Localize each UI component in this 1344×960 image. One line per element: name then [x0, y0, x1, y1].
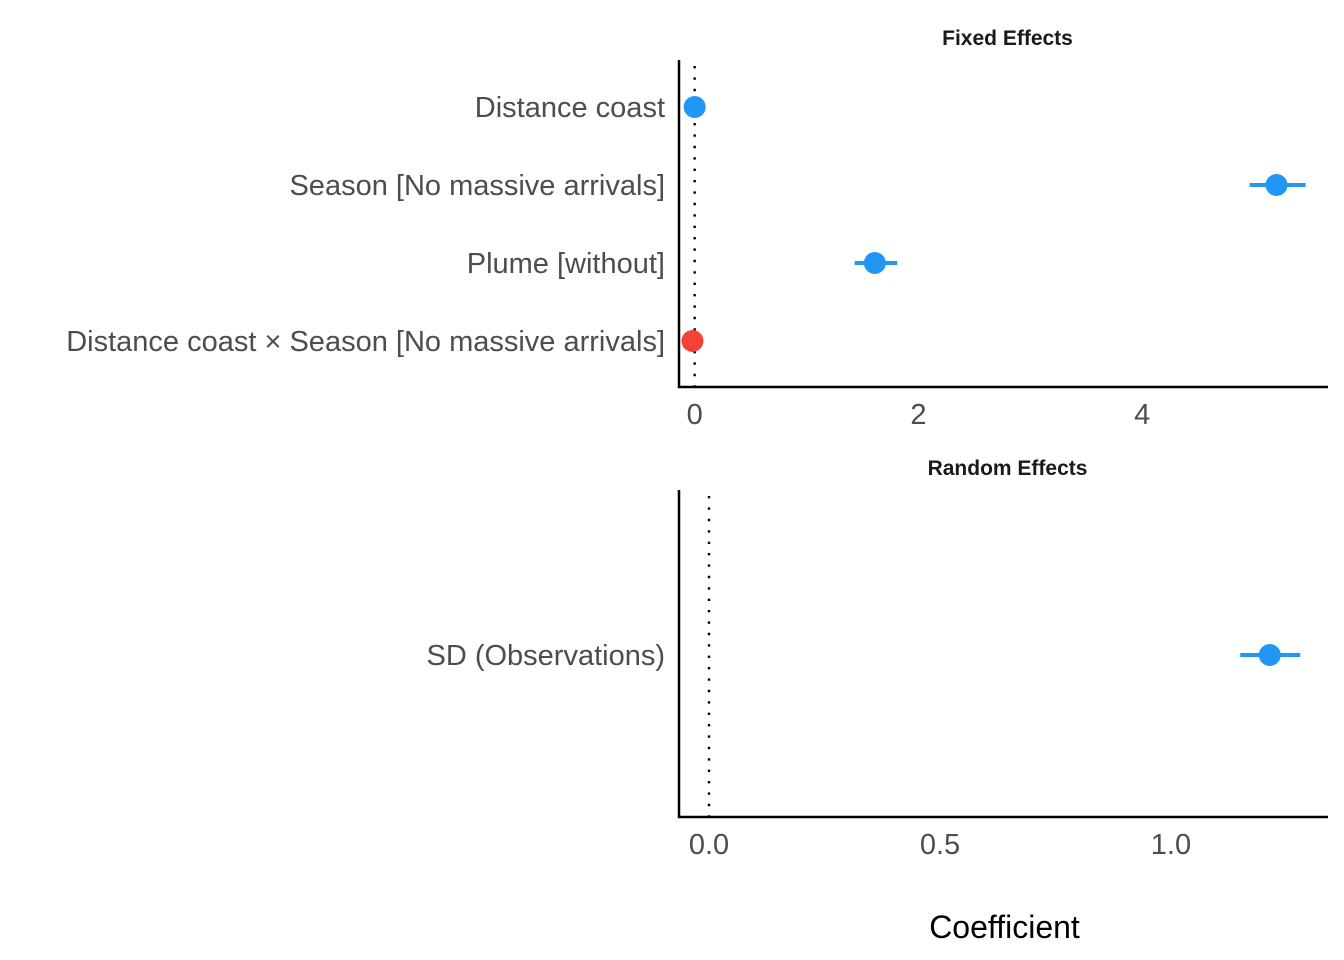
estimate-point — [1258, 644, 1281, 666]
x-tick-label: 1.0 — [1151, 829, 1191, 861]
y-tick-label: Plume [without] — [467, 248, 665, 280]
x-tick-label: 0 — [687, 399, 703, 431]
x-tick-label: 2 — [910, 399, 926, 431]
panel-title: Random Effects — [928, 457, 1088, 480]
y-tick-label: SD (Observations) — [426, 640, 665, 672]
estimate-point — [863, 252, 886, 274]
y-tick-label: Distance coast × Season [No massive arri… — [66, 326, 665, 358]
x-tick-label: 0.5 — [920, 829, 960, 861]
x-axis-label: Coefficient — [929, 909, 1080, 945]
y-tick-label: Season [No massive arrivals] — [289, 170, 665, 202]
x-tick-label: 4 — [1134, 399, 1150, 431]
estimate-point — [683, 96, 706, 118]
y-tick-label: Distance coast — [475, 92, 665, 124]
panel-fixed-effects: Fixed Effects 0 2 4 Distance coast Season [No… — [66, 27, 1328, 431]
estimate-point — [681, 330, 704, 352]
panel-random-effects: Random Effects 0.0 0.5 1.0 SD (Observations)… — [426, 457, 1328, 945]
panel-title: Fixed Effects — [942, 27, 1073, 50]
estimate-point — [1265, 174, 1288, 196]
x-tick-label: 0.0 — [689, 829, 729, 861]
